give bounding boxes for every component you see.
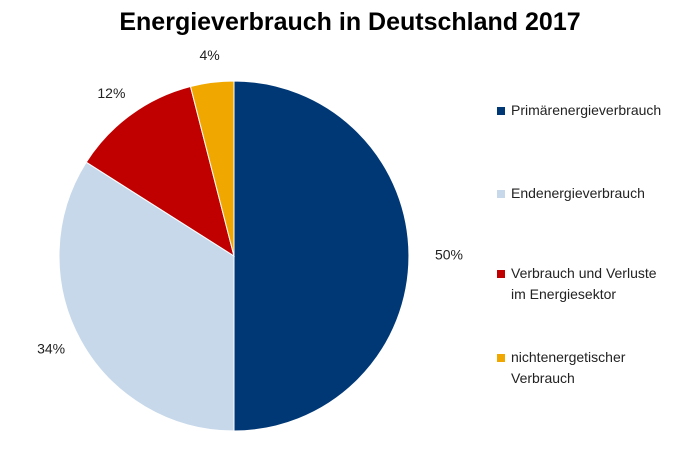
- legend-label: nichtenergetischer Verbrauch: [511, 349, 626, 386]
- legend-swatch: [497, 107, 505, 115]
- legend-swatch: [497, 270, 505, 278]
- legend-label: Verbrauch und Verluste im Energiesektor: [511, 265, 657, 302]
- legend-label: Primärenergieverbrauch: [511, 102, 662, 118]
- legend-swatch: [497, 190, 505, 198]
- slice-value-label: 4%: [199, 47, 219, 63]
- slice-value-label: 50%: [435, 247, 463, 263]
- slice-value-label: 12%: [97, 85, 125, 101]
- pie-slice: [189, 80, 235, 257]
- slice-value-label: 34%: [37, 341, 65, 357]
- pie-slice: [58, 161, 235, 432]
- chart-title: Energieverbrauch in Deutschland 2017: [119, 8, 581, 36]
- legend-label: Endenergieverbrauch: [511, 185, 645, 201]
- legend-swatch: [497, 354, 505, 362]
- pie-slice: [233, 80, 410, 432]
- pie-slice: [85, 85, 235, 258]
